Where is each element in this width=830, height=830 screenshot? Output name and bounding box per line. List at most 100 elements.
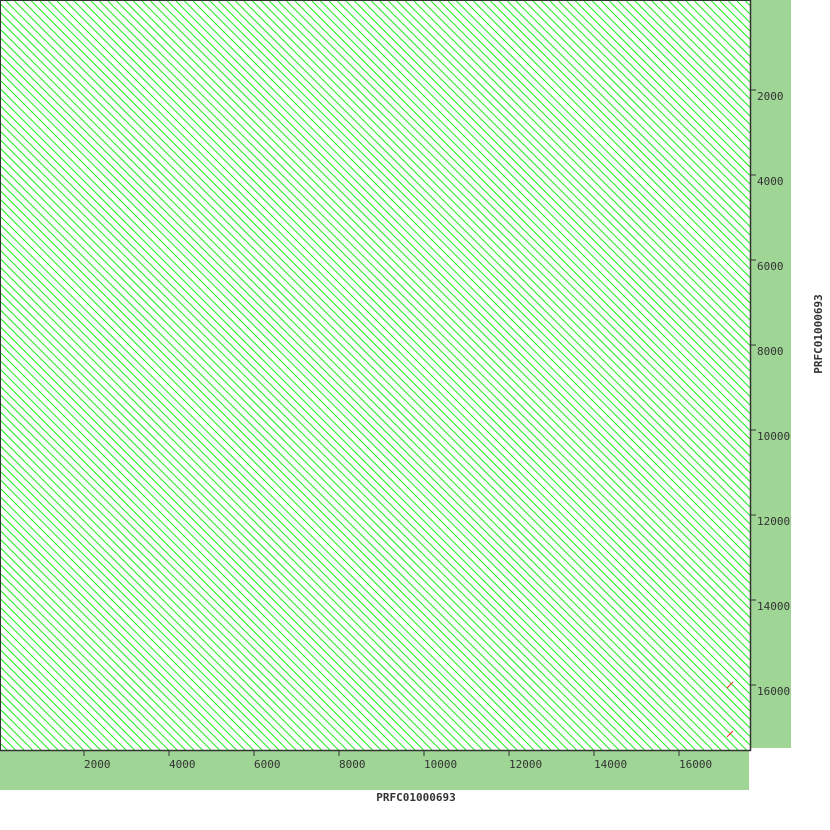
match-line xyxy=(0,53,697,750)
match-line xyxy=(591,0,750,160)
match-line xyxy=(0,580,170,750)
match-line xyxy=(191,0,750,559)
y-tick-label: 2000 xyxy=(757,90,784,103)
match-line xyxy=(0,104,646,750)
match-line xyxy=(0,436,314,750)
match-line xyxy=(89,0,750,661)
match-line xyxy=(574,0,750,177)
match-line xyxy=(412,0,750,338)
match-line xyxy=(0,19,731,750)
match-line xyxy=(344,0,750,406)
match-line xyxy=(480,0,750,270)
match-line xyxy=(0,223,527,750)
x-tick-label: 12000 xyxy=(509,758,542,771)
match-line xyxy=(0,495,255,750)
x-axis-band xyxy=(0,750,749,790)
y-tick-label: 10000 xyxy=(757,430,790,443)
y-tick-label: 8000 xyxy=(757,345,784,358)
match-line xyxy=(0,419,331,750)
match-line xyxy=(327,0,750,423)
reverse-match-mark xyxy=(726,730,734,738)
match-line xyxy=(0,164,586,750)
match-line xyxy=(234,0,750,517)
match-line xyxy=(353,0,750,398)
match-line xyxy=(599,0,750,151)
y-axis-label: PRFC01000693 xyxy=(812,294,825,373)
match-line xyxy=(174,0,750,576)
match-line xyxy=(0,427,323,750)
match-line xyxy=(0,300,450,750)
match-line xyxy=(531,0,750,219)
x-tick-label: 8000 xyxy=(339,758,366,771)
match-line xyxy=(421,0,750,330)
match-line xyxy=(0,79,671,750)
match-line xyxy=(701,0,750,49)
match-line xyxy=(0,614,136,750)
match-line xyxy=(285,0,750,466)
match-line xyxy=(0,342,408,750)
match-line xyxy=(557,0,750,194)
match-line xyxy=(0,96,654,750)
reverse-match-mark xyxy=(726,681,734,689)
match-line xyxy=(319,0,750,432)
match-line xyxy=(395,0,750,355)
match-line xyxy=(429,0,750,321)
match-line xyxy=(472,0,750,279)
match-line xyxy=(463,0,750,287)
match-line xyxy=(667,0,750,83)
match-line xyxy=(81,0,750,670)
match-line xyxy=(0,11,739,750)
match-line xyxy=(217,0,750,534)
match-line xyxy=(225,0,750,525)
y-axis-band xyxy=(750,0,791,748)
match-line xyxy=(293,0,750,457)
match-line xyxy=(106,0,750,644)
match-line xyxy=(208,0,750,542)
match-line xyxy=(0,130,620,750)
match-line xyxy=(0,512,238,750)
match-line xyxy=(0,334,416,750)
match-line xyxy=(378,0,750,372)
match-line xyxy=(0,572,178,750)
match-line xyxy=(0,62,688,750)
match-line xyxy=(455,0,750,296)
match-line xyxy=(336,0,750,415)
match-line xyxy=(0,546,204,750)
match-line xyxy=(446,0,750,304)
y-tick-label: 12000 xyxy=(757,515,790,528)
match-line xyxy=(608,0,750,143)
y-tick-label: 4000 xyxy=(757,175,784,188)
match-line xyxy=(183,0,750,568)
match-line xyxy=(0,325,425,750)
match-line xyxy=(0,504,246,750)
match-line xyxy=(0,359,391,750)
match-line xyxy=(0,589,161,750)
match-line xyxy=(0,155,595,750)
match-line xyxy=(0,206,544,750)
match-line xyxy=(0,385,365,750)
match-line xyxy=(0,308,442,750)
match-line xyxy=(0,274,476,750)
match-line xyxy=(149,0,750,602)
match-line xyxy=(98,0,750,653)
match-line xyxy=(0,410,340,750)
match-line xyxy=(72,0,750,678)
match-line xyxy=(123,0,750,627)
y-tick-label: 6000 xyxy=(757,260,784,273)
match-line xyxy=(0,113,637,750)
match-line xyxy=(0,36,714,750)
x-tick-label: 16000 xyxy=(679,758,712,771)
match-line xyxy=(0,0,9,760)
match-line xyxy=(0,70,680,750)
match-line xyxy=(582,0,750,168)
match-lines xyxy=(0,0,750,760)
match-line xyxy=(0,521,229,750)
match-line xyxy=(251,0,750,500)
match-line xyxy=(132,0,750,619)
match-line xyxy=(0,45,705,750)
match-line xyxy=(0,283,467,750)
match-line xyxy=(115,0,750,636)
match-line xyxy=(0,529,221,750)
match-line xyxy=(200,0,750,551)
match-line xyxy=(650,0,750,100)
